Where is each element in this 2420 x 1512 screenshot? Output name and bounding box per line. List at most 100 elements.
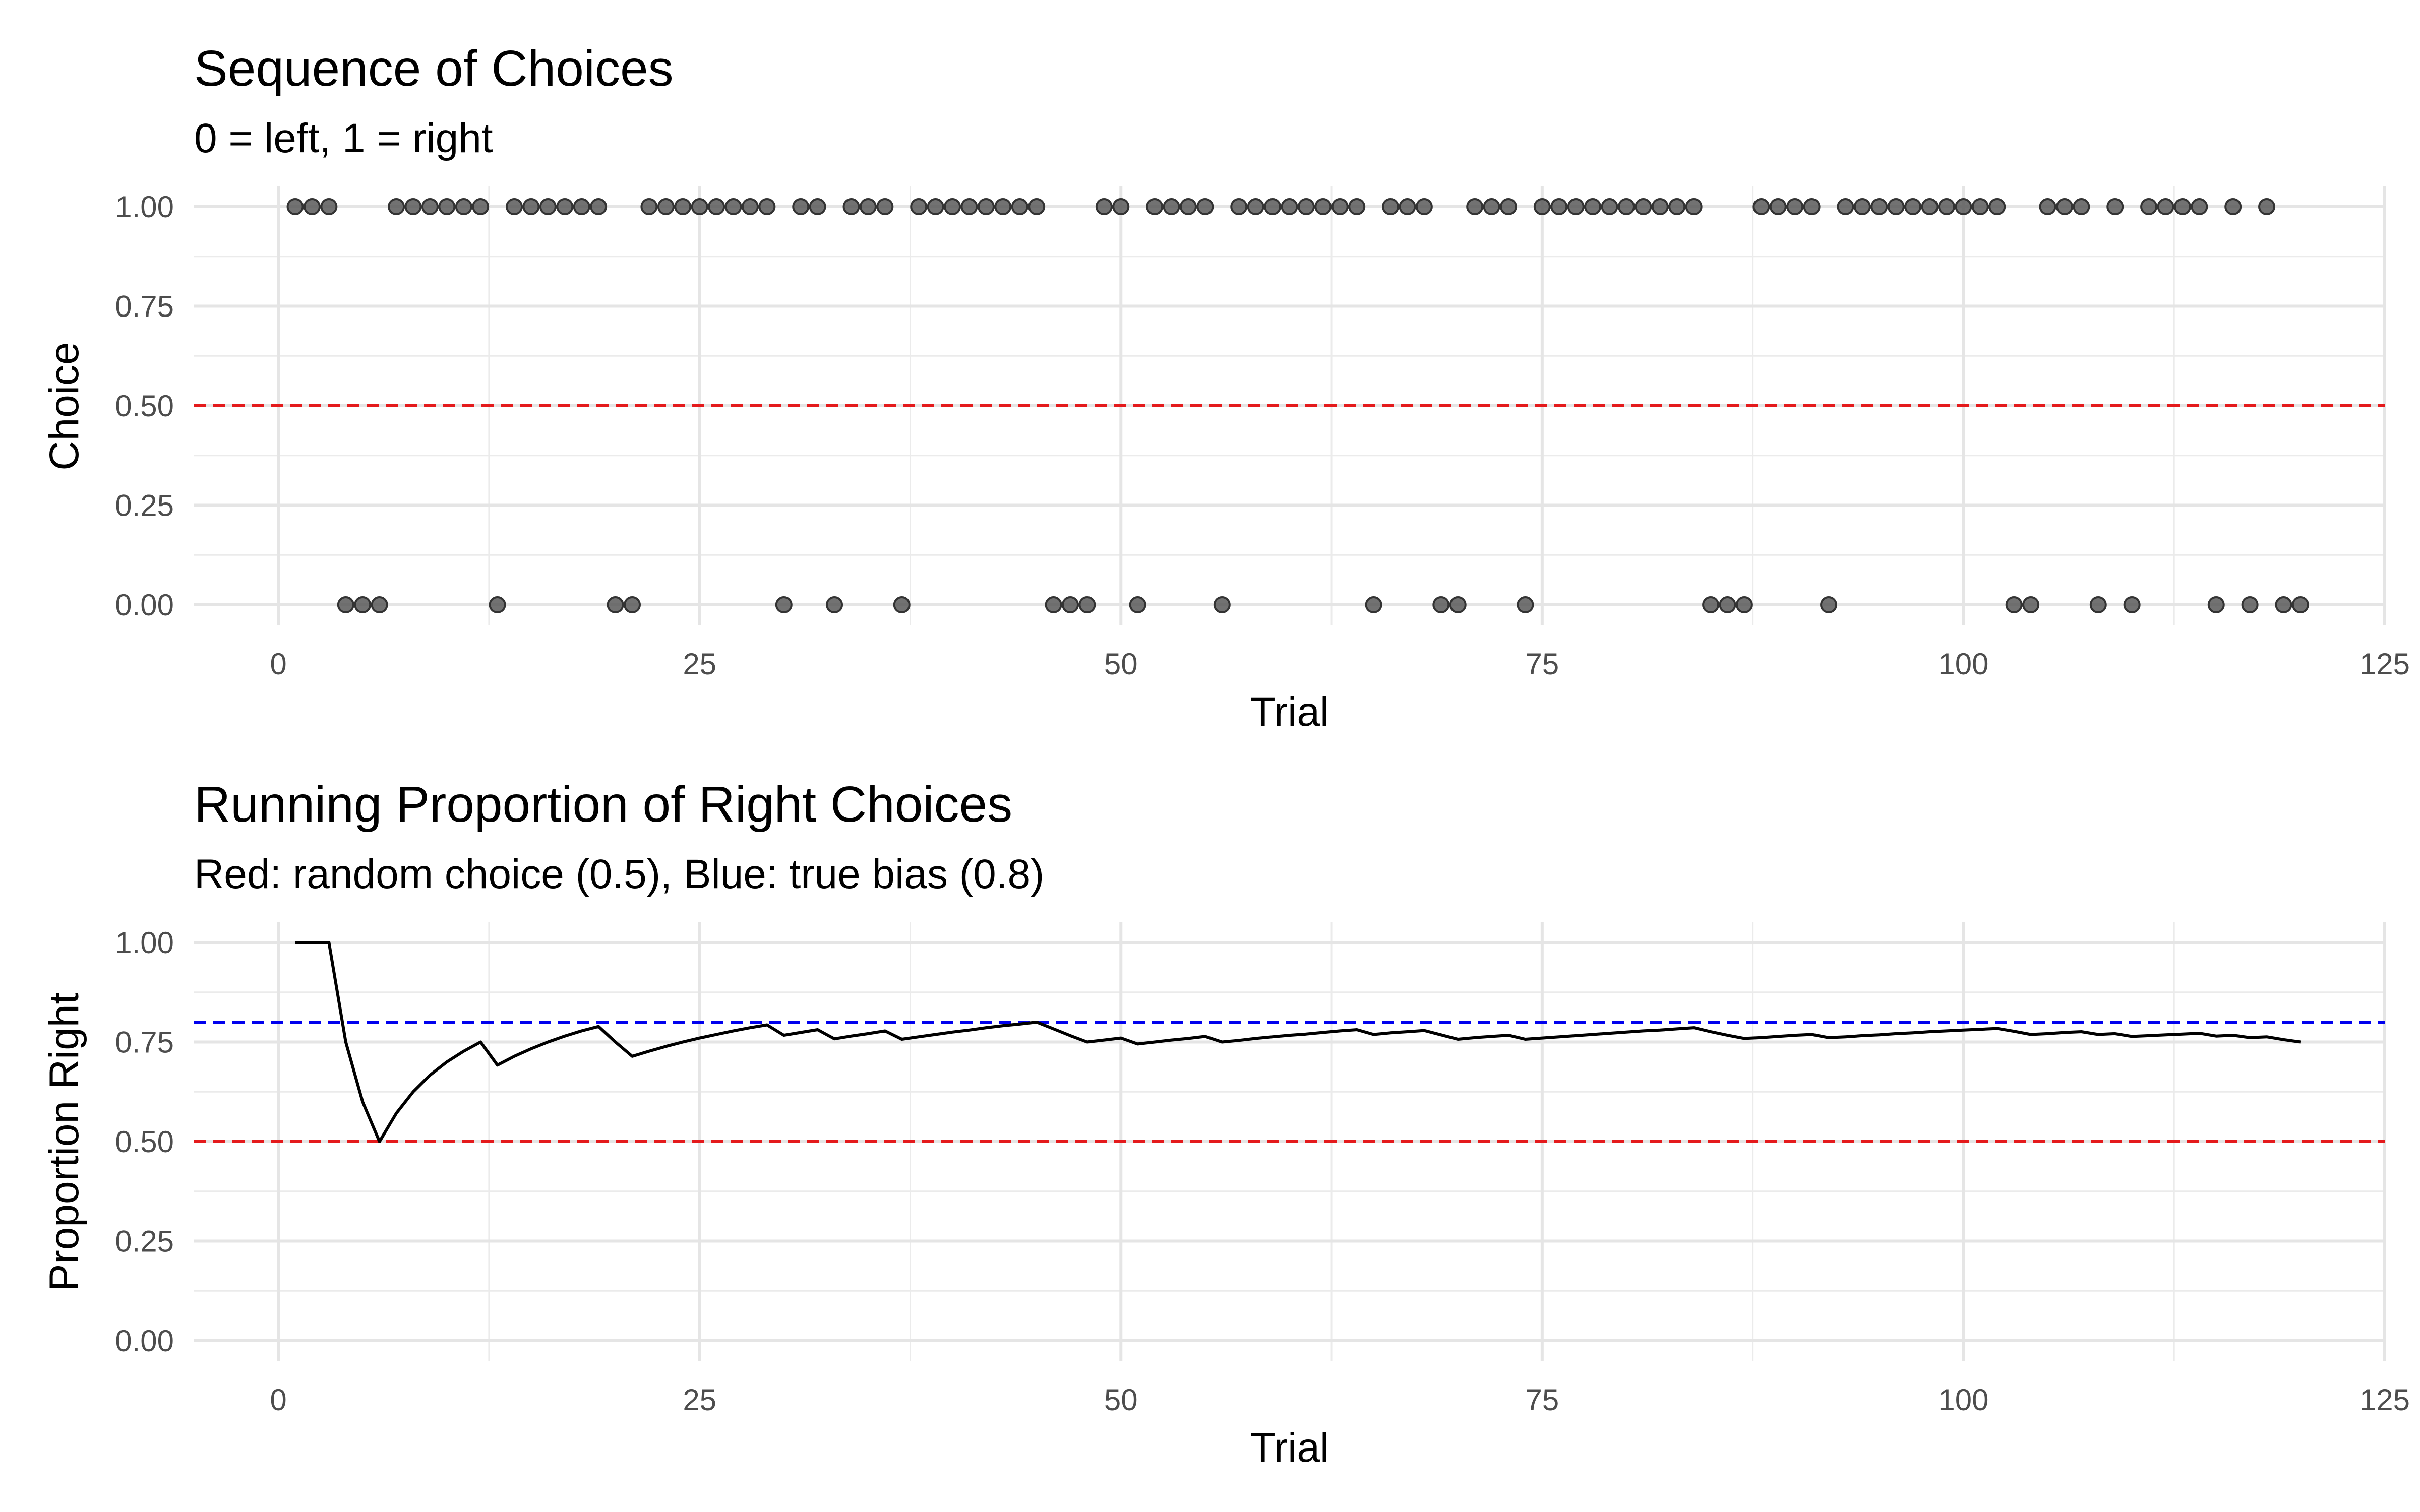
choice-point [792, 198, 810, 215]
choice-point [657, 198, 675, 215]
choices-x-tick-label: 125 [2360, 647, 2410, 681]
choice-point [927, 198, 944, 215]
choice-point [2073, 198, 2090, 215]
proportion-x-tick-label: 125 [2360, 1383, 2410, 1417]
choice-point [1297, 198, 1315, 215]
choice-point [1365, 596, 1382, 613]
choice-point [1786, 198, 1804, 215]
choice-point [809, 198, 826, 215]
choices-y-tick-label: 0.25 [115, 489, 174, 523]
choice-point [388, 198, 405, 215]
choice-point [758, 198, 776, 215]
choice-point [1988, 198, 2006, 215]
choice-point [893, 596, 911, 613]
choice-point [2022, 596, 2040, 613]
choice-point [2224, 198, 2242, 215]
choice-point [539, 198, 557, 215]
choices-x-tick-label: 100 [1938, 647, 1988, 681]
choice-point [1938, 198, 1955, 215]
choice-point [1163, 198, 1180, 215]
choice-point [1264, 198, 1282, 215]
choice-point [1870, 198, 1888, 215]
choice-point [1752, 198, 1770, 215]
choice-point [590, 198, 608, 215]
choice-point [1550, 198, 1568, 215]
choices-x-tick-label: 0 [270, 647, 286, 681]
choice-point [1247, 198, 1264, 215]
chart-proportion-x-axis-label: Trial [1250, 1425, 1329, 1471]
choice-point [2123, 596, 2141, 613]
choice-point [2173, 198, 2191, 215]
proportion-y-tick-label: 0.25 [115, 1225, 174, 1258]
choice-point [1112, 198, 1130, 215]
choice-point [1382, 198, 1400, 215]
proportion-x-tick-label: 0 [270, 1383, 286, 1417]
choice-point [455, 198, 472, 215]
choice-point [1230, 198, 1248, 215]
choice-point [842, 198, 860, 215]
choice-point [1078, 596, 1096, 613]
choice-point [2258, 198, 2276, 215]
choice-point [1887, 198, 1905, 215]
choice-point [556, 198, 574, 215]
choice-point [724, 198, 742, 215]
choice-point [2191, 198, 2208, 215]
choice-point [1853, 198, 1871, 215]
choice-point [438, 198, 456, 215]
choice-point [826, 596, 843, 613]
choice-point [1415, 198, 1433, 215]
choice-point [421, 198, 439, 215]
choice-point [337, 596, 354, 613]
chart-choices-y-ticks: 0.00 0.25 0.50 0.75 1.00 [115, 190, 174, 622]
choice-point [775, 596, 793, 613]
choices-y-tick-label: 0.00 [115, 588, 174, 622]
choice-point [1533, 198, 1551, 215]
choice-point [522, 198, 540, 215]
choice-point [1517, 596, 1534, 613]
chart-proportion-x-ticks: 0 25 50 75 100 125 [270, 1383, 2410, 1417]
choice-point [286, 198, 304, 215]
choice-point [1449, 596, 1467, 613]
choice-point [1146, 198, 1164, 215]
choice-point [1348, 198, 1366, 215]
choice-point [1281, 198, 1298, 215]
choices-y-tick-label: 0.75 [115, 290, 174, 324]
proportion-y-tick-label: 1.00 [115, 926, 174, 960]
choice-point [1011, 198, 1028, 215]
choice-point [2291, 596, 2309, 613]
choice-point [977, 198, 995, 215]
choice-point [472, 198, 490, 215]
choice-point [489, 596, 506, 613]
choice-point [1837, 198, 1854, 215]
choice-point [1196, 198, 1214, 215]
choice-point [1685, 198, 1703, 215]
choice-point [320, 198, 338, 215]
choices-x-tick-label: 50 [1104, 647, 1138, 681]
choice-point [708, 198, 725, 215]
choice-point [1735, 596, 1753, 613]
choice-point [1331, 198, 1349, 215]
choices-y-tick-label: 0.50 [115, 389, 174, 423]
choice-point [2275, 596, 2292, 613]
proportion-y-tick-label: 0.75 [115, 1026, 174, 1059]
chart-proportion-title: Running Proportion of Right Choices [194, 776, 1012, 833]
chart-choices-y-axis-label: Choice [41, 342, 87, 470]
choice-point [2157, 198, 2174, 215]
chart-proportion-y-axis-label: Proportion Right [41, 993, 87, 1292]
choice-point [1466, 198, 1484, 215]
choice-point [1045, 596, 1062, 613]
choice-point [1567, 198, 1585, 215]
choice-point [2241, 596, 2259, 613]
choice-point [1635, 198, 1652, 215]
choice-point [2106, 198, 2124, 215]
choice-point [303, 198, 321, 215]
choice-point [1601, 198, 1618, 215]
choice-point [1719, 596, 1736, 613]
choice-point [1129, 596, 1146, 613]
choice-point [1702, 596, 1720, 613]
chart-proportion-reference-lines [194, 1021, 2385, 1143]
choices-x-tick-label: 25 [683, 647, 716, 681]
choice-point [674, 198, 692, 215]
choice-point [2089, 596, 2107, 613]
